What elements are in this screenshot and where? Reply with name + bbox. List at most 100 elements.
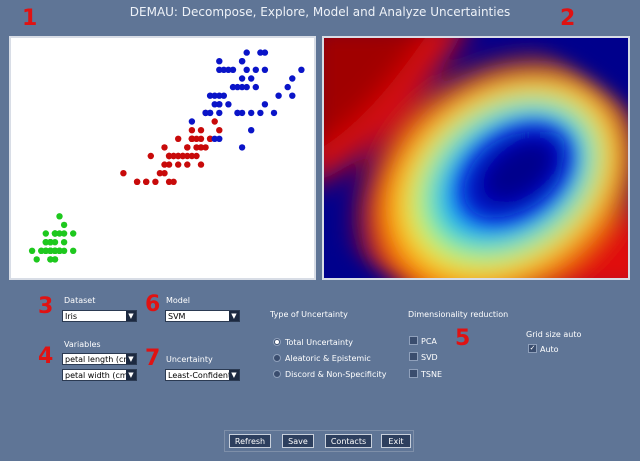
radio-aleatoric-epistemic[interactable]: Aleatoric & Epistemic	[273, 353, 371, 365]
type-of-uncertainty-label: Type of Uncertainty	[270, 310, 348, 319]
setosa-point	[47, 256, 54, 263]
radio-icon[interactable]	[273, 353, 281, 362]
versicolor-point	[175, 152, 182, 160]
virginica-point	[206, 92, 214, 99]
checkbox-svd[interactable]: SVD	[409, 352, 438, 364]
x-variable-select[interactable]: petal length (cm) ▼	[62, 353, 137, 365]
setosa-point	[38, 247, 45, 254]
model-select[interactable]: SVM ▼	[165, 310, 240, 322]
chevron-down-icon[interactable]: ▼	[126, 311, 136, 321]
virginica-point	[216, 135, 223, 142]
virginica-point	[275, 92, 282, 99]
virginica-point	[289, 92, 296, 99]
y-variable-select[interactable]: petal width (cm) ▼	[62, 369, 137, 381]
window-title: DEMAU: Decompose, Explore, Model and Ana…	[129, 5, 511, 19]
exit-button[interactable]: Exit	[381, 434, 411, 448]
virginica-point	[238, 58, 246, 65]
model-label: Model	[166, 296, 191, 305]
refresh-button[interactable]: Refresh	[229, 434, 271, 448]
chevron-down-icon[interactable]: ▼	[126, 370, 136, 380]
versicolor-point	[197, 144, 205, 151]
virginica-point	[229, 83, 237, 91]
versicolor-point	[165, 152, 173, 160]
versicolor-point	[175, 161, 182, 168]
chevron-down-icon[interactable]: ▼	[126, 354, 136, 364]
setosa-point	[60, 221, 68, 229]
virginica-point	[188, 118, 196, 125]
versicolor-point	[152, 178, 159, 185]
versicolor-point	[143, 178, 150, 185]
checkbox-pca[interactable]: PCA	[409, 336, 437, 348]
setosa-point	[60, 247, 68, 254]
versicolor-point	[206, 135, 214, 142]
versicolor-point	[197, 127, 205, 134]
versicolor-point	[184, 152, 191, 160]
checkbox-icon[interactable]	[409, 352, 418, 361]
setosa-point	[60, 239, 68, 246]
versicolor-point	[188, 152, 196, 160]
versicolor-point	[184, 161, 191, 168]
dataset-select[interactable]: Iris ▼	[62, 310, 137, 322]
save-button[interactable]: Save	[282, 434, 314, 448]
radio-label: Discord & Non-Specificity	[285, 370, 387, 379]
virginica-point	[252, 66, 259, 73]
versicolor-point	[133, 178, 141, 185]
radio-total-uncertainty[interactable]: Total Uncertainty	[273, 337, 353, 349]
virginica-point	[257, 109, 264, 117]
checkbox-tsne[interactable]: TSNE	[409, 369, 442, 381]
versicolor-point	[170, 178, 177, 185]
dataset-label: Dataset	[64, 296, 96, 305]
radio-discord-non-specificity[interactable]: Discord & Non-Specificity	[273, 369, 386, 381]
setosa-point	[28, 247, 36, 254]
versicolor-point	[179, 152, 186, 160]
virginica-point	[202, 109, 209, 117]
setosa-point	[60, 230, 68, 237]
radio-label: Aleatoric & Epistemic	[285, 354, 371, 363]
setosa-point	[70, 247, 77, 254]
radio-selected-icon[interactable]	[273, 337, 281, 346]
contacts-button[interactable]: Contacts	[325, 434, 372, 448]
versicolor-point	[161, 144, 168, 151]
versicolor-point	[161, 170, 168, 177]
virginica-point	[220, 92, 227, 99]
checkbox-label: Auto	[540, 345, 559, 354]
checkmark-icon[interactable]: ✓	[528, 344, 537, 353]
checkbox-icon[interactable]	[409, 369, 418, 378]
virginica-point	[257, 49, 264, 56]
setosa-point	[70, 230, 77, 237]
versicolor-point	[193, 144, 200, 151]
setosa-point	[56, 230, 63, 237]
virginica-point	[220, 66, 227, 73]
virginica-point	[248, 109, 255, 117]
y-variable-value: petal width (cm)	[65, 371, 131, 380]
checkbox-grid-auto[interactable]: ✓ Auto	[528, 344, 559, 356]
radio-icon[interactable]	[273, 369, 281, 378]
versicolor-point	[156, 170, 164, 177]
virginica-point	[225, 66, 232, 73]
setosa-point	[51, 230, 59, 237]
versicolor-point	[197, 135, 205, 142]
uncertainty-heatmap	[324, 38, 628, 278]
virginica-point	[211, 92, 218, 99]
uncertainty-select[interactable]: Least-Confident ▼	[165, 369, 240, 381]
virginica-point	[216, 109, 223, 117]
checkbox-icon[interactable]	[409, 336, 418, 345]
uncertainty-label: Uncertainty	[166, 355, 213, 364]
setosa-point	[47, 247, 54, 254]
chevron-down-icon[interactable]: ▼	[229, 370, 239, 380]
annotation-4: 4	[38, 344, 54, 369]
virginica-point	[298, 66, 305, 73]
checkbox-label: TSNE	[421, 370, 443, 379]
virginica-point	[261, 101, 269, 108]
versicolor-point	[170, 152, 177, 160]
versicolor-point	[188, 135, 196, 142]
versicolor-point	[175, 135, 182, 142]
virginica-point	[248, 75, 255, 82]
virginica-point	[238, 144, 246, 151]
virginica-point	[206, 109, 214, 117]
scatter-plot	[28, 49, 305, 263]
checkbox-label: SVD	[421, 353, 438, 362]
virginica-point	[248, 127, 255, 134]
chevron-down-icon[interactable]: ▼	[229, 311, 239, 321]
versicolor-point	[165, 161, 173, 168]
